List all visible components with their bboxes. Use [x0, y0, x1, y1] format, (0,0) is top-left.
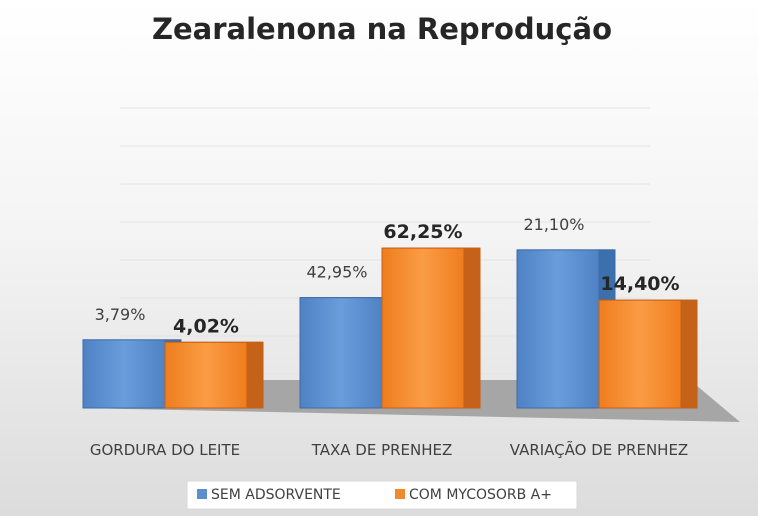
bar: [598, 299, 698, 409]
bar: [516, 249, 616, 409]
category-labels: GORDURA DO LEITE TAXA DE PRENHEZ VARIAÇÃO …: [90, 440, 688, 459]
chart-title: Zearalenona na Reprodução: [152, 12, 612, 46]
data-label: 14,40%: [600, 273, 679, 295]
legend-swatch-com-mycosorb: [395, 489, 405, 499]
bar-front: [299, 297, 383, 409]
bar-front: [164, 341, 248, 409]
bar-front: [516, 249, 600, 409]
legend: SEM ADSORVENTE COM MYCOSORB A+: [186, 480, 578, 510]
data-label: 4,02%: [173, 315, 239, 337]
data-label: 21,10%: [523, 215, 584, 234]
bar-front: [598, 299, 682, 409]
category-label: TAXA DE PRENHEZ: [311, 441, 453, 459]
data-label: 62,25%: [383, 221, 462, 243]
legend-label-sem-adsorvente: SEM ADSORVENTE: [211, 487, 341, 503]
bar: [164, 341, 264, 409]
bar-side: [246, 341, 264, 409]
data-labels: 3,79% 4,02% 42,95% 62,25% 21,10% 14,40%: [95, 215, 680, 337]
legend-label-com-mycosorb: COM MYCOSORB A+: [409, 487, 552, 503]
bar: [381, 247, 481, 409]
data-label: 42,95%: [306, 263, 367, 282]
legend-box: [186, 480, 578, 510]
category-label: GORDURA DO LEITE: [90, 441, 240, 459]
bar-side: [680, 299, 698, 409]
bar-front: [381, 247, 465, 409]
bar-side: [463, 247, 481, 409]
data-label: 3,79%: [95, 305, 146, 324]
legend-swatch-sem-adsorvente: [197, 489, 207, 499]
bars: [82, 247, 698, 409]
bar-front: [82, 339, 166, 409]
category-label: VARIAÇÃO DE PRENHEZ: [510, 440, 688, 459]
